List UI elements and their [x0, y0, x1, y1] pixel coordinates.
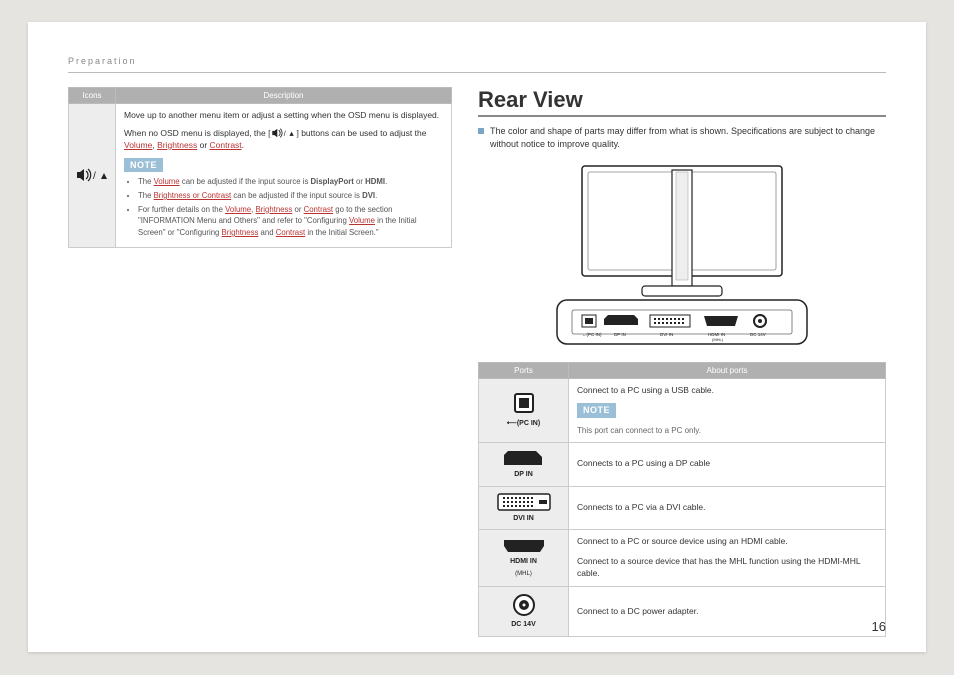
right-column: Rear View The color and shape of parts m… [478, 87, 886, 637]
svg-text:DC 14V: DC 14V [750, 332, 766, 337]
icons-table: Icons Description / Move up [68, 87, 452, 248]
svg-text:DVI IN: DVI IN [660, 332, 673, 337]
svg-text:←(PC IN): ←(PC IN) [582, 332, 602, 337]
bullet-icon [478, 128, 484, 134]
ports-th-ports: Ports [479, 363, 569, 379]
port-desc-dvi: Connects to a PC via a DVI cable. [569, 486, 886, 530]
note-item-1: The Volume can be adjusted if the input … [138, 176, 443, 188]
ports-th-about: About ports [569, 363, 886, 379]
left-column: Icons Description / Move up [68, 87, 452, 637]
rear-view-heading: Rear View [478, 87, 886, 117]
link-volume[interactable]: Volume [124, 140, 152, 150]
dvi-port-icon [497, 493, 551, 511]
hdmi-port-icon [502, 538, 546, 554]
ports-table: Ports About ports ⟵(PC IN) Connect to a … [478, 362, 886, 637]
page-sheet: Preparation Icons Description / [28, 22, 926, 652]
link-contrast[interactable]: Contrast [210, 140, 242, 150]
monitor-rear-svg: ←(PC IN) DP IN DVI IN HDMI IN (MHL) DC 1… [522, 160, 842, 350]
port-desc-dp: Connects to a PC using a DP cable [569, 442, 886, 486]
port-cell-dp: DP IN [479, 442, 569, 486]
icons-th-desc: Description [116, 88, 452, 104]
port-cell-dc: DC 14V [479, 587, 569, 637]
note-badge: NOTE [124, 158, 163, 173]
note-item-3: For further details on the Volume, Brigh… [138, 204, 443, 239]
page-number: 16 [872, 619, 886, 634]
dc-port-icon [512, 593, 536, 617]
note-badge-usb: NOTE [577, 403, 616, 418]
svg-text:DP IN: DP IN [614, 332, 626, 337]
svg-text:/: / [93, 171, 96, 182]
link-brightness[interactable]: Brightness [157, 140, 197, 150]
port-desc-dc: Connect to a DC power adapter. [569, 587, 886, 637]
usb-port-icon [509, 392, 539, 416]
icon-cell-volume-up: / [69, 104, 116, 248]
svg-text:(MHL): (MHL) [712, 337, 724, 342]
svg-text:/: / [284, 130, 286, 138]
page-header: Preparation [68, 56, 886, 73]
volume-up-icon-inline: / [270, 128, 296, 138]
icon-desc-cell: Move up to another menu item or adjust a… [116, 104, 452, 248]
note-item-2: The Brightness or Contrast can be adjust… [138, 190, 443, 202]
port-desc-usb: Connect to a PC using a USB cable. NOTE … [569, 379, 886, 443]
dp-port-icon [504, 449, 544, 467]
volume-up-icon: / [77, 168, 107, 182]
monitor-illustration: ←(PC IN) DP IN DVI IN HDMI IN (MHL) DC 1… [478, 160, 886, 352]
note-list: The Volume can be adjusted if the input … [124, 176, 443, 238]
desc-line-1: Move up to another menu item or adjust a… [124, 110, 443, 122]
port-cell-hdmi: HDMI IN (MHL) [479, 530, 569, 587]
icons-th-icons: Icons [69, 88, 116, 104]
content-columns: Icons Description / Move up [68, 87, 886, 637]
port-cell-dvi: DVI IN [479, 486, 569, 530]
port-cell-usb: ⟵(PC IN) [479, 379, 569, 443]
port-desc-hdmi: Connect to a PC or source device using a… [569, 530, 886, 587]
rear-intro: The color and shape of parts may differ … [478, 125, 886, 150]
rear-intro-text: The color and shape of parts may differ … [490, 125, 886, 150]
desc-line-2: When no OSD menu is displayed, the [/] b… [124, 128, 443, 152]
